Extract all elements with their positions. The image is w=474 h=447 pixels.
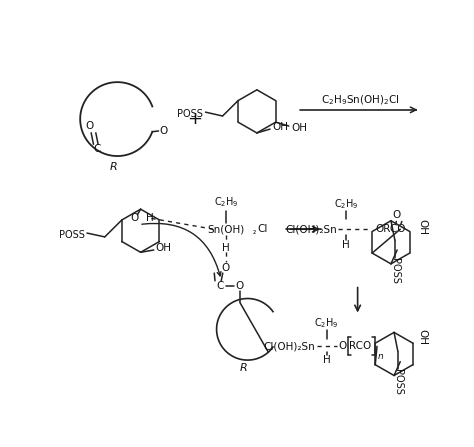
Text: $\mathregular{C_2H_9}$: $\mathregular{C_2H_9}$ <box>314 316 339 330</box>
Text: OH: OH <box>156 244 172 253</box>
Text: O: O <box>236 281 244 291</box>
Text: $\mathregular{C_2H_9}$: $\mathregular{C_2H_9}$ <box>213 195 238 209</box>
Text: OH: OH <box>272 122 288 132</box>
Text: H: H <box>323 355 330 365</box>
Text: n: n <box>378 352 384 361</box>
Text: OH: OH <box>417 219 427 235</box>
Text: O: O <box>85 121 94 131</box>
Text: Cl(OH)₂Sn: Cl(OH)₂Sn <box>285 224 337 234</box>
Text: OH: OH <box>417 329 427 345</box>
Text: O: O <box>392 211 401 220</box>
Text: POSS: POSS <box>177 110 203 119</box>
Text: C: C <box>216 281 223 291</box>
Text: RCO: RCO <box>349 341 371 351</box>
Text: R: R <box>109 162 118 172</box>
Text: ORCO: ORCO <box>375 224 406 234</box>
Text: $\mathregular{C_2H_9Sn(OH)_2Cl}$: $\mathregular{C_2H_9Sn(OH)_2Cl}$ <box>321 93 399 107</box>
Text: O: O <box>159 126 167 136</box>
Text: R: R <box>240 363 247 373</box>
Text: O: O <box>222 263 230 273</box>
Text: H: H <box>222 243 230 253</box>
Text: O: O <box>130 213 138 224</box>
Text: Cl(OH)₂Sn: Cl(OH)₂Sn <box>263 341 315 351</box>
Text: ₂: ₂ <box>253 227 256 236</box>
Text: POSS: POSS <box>393 370 403 395</box>
Text: OH: OH <box>291 123 307 133</box>
Text: H: H <box>146 213 154 224</box>
Text: H: H <box>342 240 350 249</box>
Text: +: + <box>187 110 202 128</box>
Text: Cl: Cl <box>257 224 267 234</box>
Text: Sn(OH): Sn(OH) <box>207 224 245 234</box>
Text: POSS: POSS <box>58 230 84 240</box>
Text: O: O <box>338 341 346 351</box>
Text: C: C <box>93 144 100 154</box>
Text: POSS: POSS <box>390 258 400 284</box>
Text: $\mathregular{C_2H_9}$: $\mathregular{C_2H_9}$ <box>334 197 358 211</box>
